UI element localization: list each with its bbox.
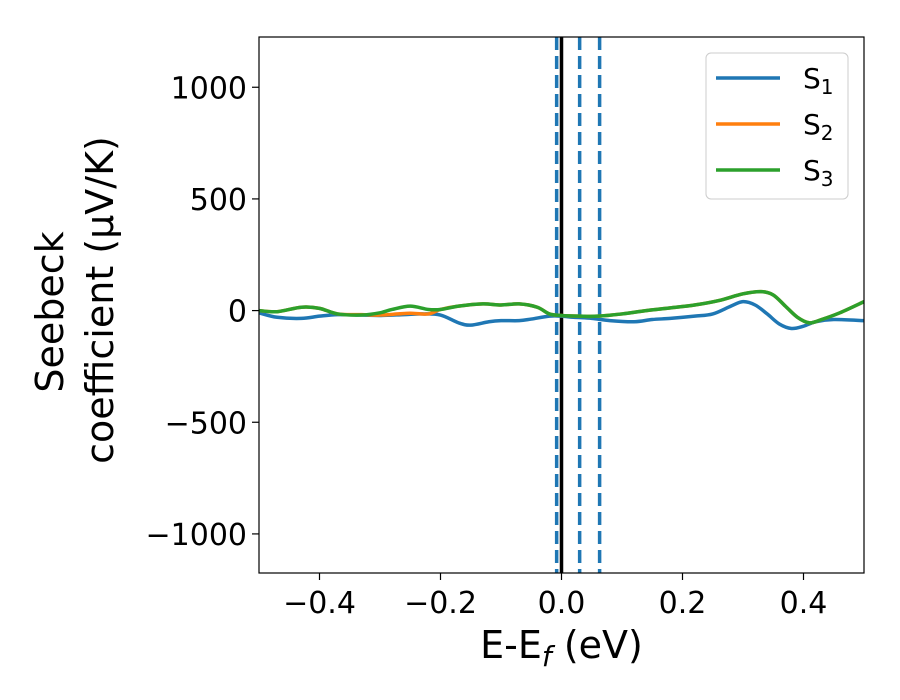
- y-tick-label: 500: [190, 183, 247, 218]
- legend-box: [705, 52, 849, 200]
- legend-label-base: S: [803, 108, 821, 141]
- y-axis-label: Seebeck coefficient (μV/K): [28, 136, 122, 464]
- y-tick-label: 1000: [171, 71, 247, 106]
- legend-label-subscript: 3: [821, 167, 834, 191]
- y-axis-label-line1: Seebeck: [28, 231, 72, 392]
- y-tick-label: 0: [228, 295, 247, 330]
- vertical-reference-lines: [554, 37, 602, 573]
- legend-label: S1: [803, 62, 834, 99]
- legend-label: S2: [803, 108, 834, 145]
- y-tick-label: −500: [165, 406, 247, 441]
- legend-label-subscript: 1: [821, 75, 834, 99]
- y-axis-ticks: −1000 −500 0 500 1000: [146, 71, 259, 553]
- x-tick-label: 0.2: [659, 586, 707, 621]
- series-lines: [259, 289, 864, 331]
- legend-label-base: S: [803, 62, 821, 95]
- x-axis-label: E-Ef (eV): [480, 623, 643, 673]
- x-axis-label-unit: (eV): [552, 623, 643, 667]
- x-tick-label: −0.2: [404, 586, 477, 621]
- legend-entry-s1: S1: [716, 62, 834, 99]
- x-tick-label: 0.0: [538, 586, 586, 621]
- series-line-s3: [259, 289, 864, 325]
- y-axis-label-line2: coefficient (μV/K): [78, 136, 122, 464]
- legend-label-base: S: [803, 154, 821, 187]
- y-tick-label: −1000: [146, 518, 247, 553]
- x-tick-label: 0.4: [780, 586, 828, 621]
- legend-entry-s2: S2: [716, 108, 834, 145]
- x-axis-ticks: −0.4 −0.2 0.0 0.2 0.4: [283, 573, 827, 621]
- x-axis-label-main: E-E: [480, 623, 542, 667]
- legend-label-subscript: 2: [821, 121, 834, 145]
- legend-label: S3: [803, 154, 834, 191]
- legend-entry-s3: S3: [716, 154, 834, 191]
- x-tick-label: −0.4: [283, 586, 356, 621]
